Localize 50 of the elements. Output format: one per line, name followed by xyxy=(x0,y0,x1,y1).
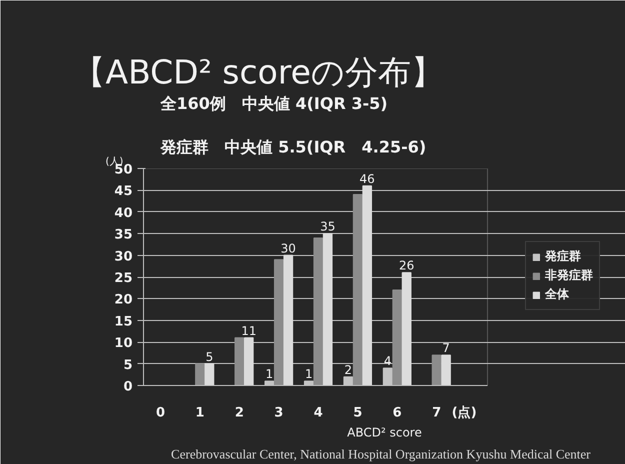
x-tick-label: 2 xyxy=(234,406,244,420)
x-tick-label: 3 xyxy=(274,406,284,420)
text: (点) xyxy=(452,404,477,420)
bar xyxy=(362,185,372,386)
bar xyxy=(234,337,244,386)
y-tick-label: 25 xyxy=(114,271,133,286)
bar xyxy=(392,290,402,386)
data-label: 26 xyxy=(398,258,414,273)
legend-label: 非発症群 xyxy=(545,267,593,284)
y-tick-label: 0 xyxy=(123,380,132,394)
data-label: 46 xyxy=(360,172,375,186)
chart-title: 【ABCD² scoreの分布】 xyxy=(72,52,444,92)
data-label: 2 xyxy=(344,362,352,377)
y-tick-label: 40 xyxy=(114,206,133,221)
x-tick-label: 0 xyxy=(156,406,165,420)
data-label: 1 xyxy=(304,367,313,382)
x-tick-label: 4 xyxy=(314,406,323,420)
bar xyxy=(283,254,294,386)
x-axis-title: ABCD² score xyxy=(347,426,422,440)
data-label: 1 xyxy=(266,367,274,382)
x-tick-label: 5 xyxy=(353,406,362,420)
y-tick-label: 15 xyxy=(114,314,133,330)
legend-label: 全体 xyxy=(545,286,569,303)
bar xyxy=(313,237,324,386)
data-label: 30 xyxy=(280,241,296,256)
bar xyxy=(441,354,451,386)
y-tick-label: 5 xyxy=(123,358,132,373)
bar xyxy=(322,233,333,386)
data-label: 5 xyxy=(206,350,214,364)
x-tick-label: 6 xyxy=(392,406,402,420)
bar xyxy=(204,363,214,386)
bar xyxy=(432,354,442,386)
y-tick-label: 35 xyxy=(114,228,133,243)
bar xyxy=(274,259,284,386)
bar xyxy=(402,272,412,386)
y-tick-label: 30 xyxy=(114,249,133,264)
data-label: 7 xyxy=(442,341,450,356)
x-tick-label: 1 xyxy=(195,406,204,420)
bar xyxy=(195,363,205,386)
x-tick-label: 7 xyxy=(432,406,442,420)
y-tick-label: 45 xyxy=(114,184,133,200)
data-label: 11 xyxy=(241,324,256,338)
bar xyxy=(352,194,363,386)
legend-label: 発症群 xyxy=(545,248,581,265)
data-label: 35 xyxy=(320,220,336,234)
bar xyxy=(244,337,254,386)
y-tick-label: 20 xyxy=(114,292,133,308)
text: 全160例 中央値 4(IQR 3-5) 発症群 中央値 5.5(IQR 4.25-6) xyxy=(160,94,426,156)
text: Cerebrovascular Center, National Hospital Organization Kyushu Medical Center xyxy=(171,446,592,462)
y-tick-label: 10 xyxy=(114,336,133,352)
